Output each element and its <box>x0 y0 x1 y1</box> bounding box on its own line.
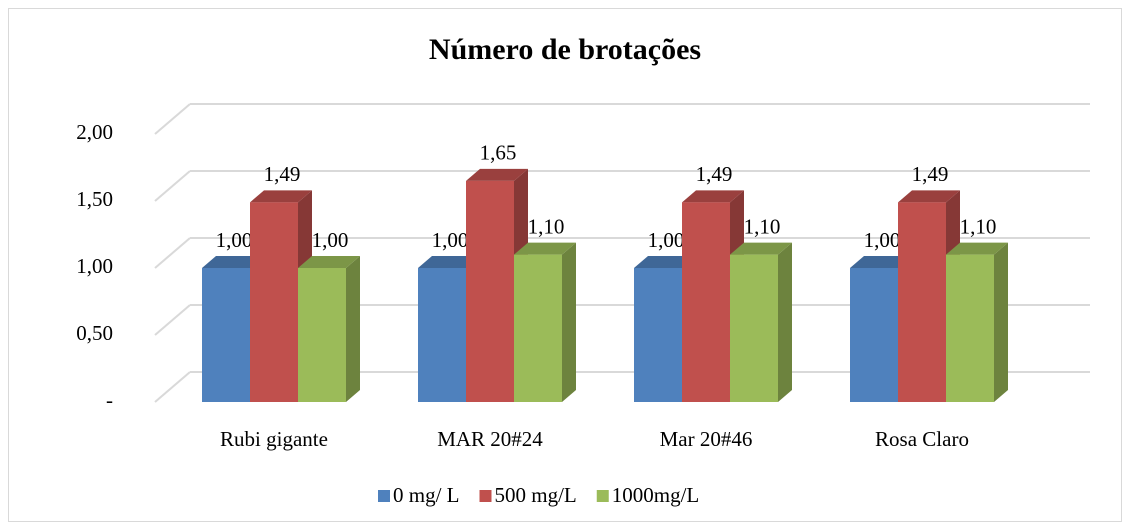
bar-side <box>994 242 1008 402</box>
grid-line-floor <box>154 170 191 202</box>
legend-swatch <box>596 490 609 502</box>
bar-side <box>562 242 576 402</box>
bar <box>850 268 898 402</box>
bar-top <box>682 190 744 203</box>
y-tick-label: 0,50 <box>76 321 113 345</box>
bar-top <box>730 242 792 255</box>
data-label: 1,10 <box>528 214 565 238</box>
bar-side <box>778 242 792 402</box>
bar <box>250 202 298 402</box>
bar-top <box>850 256 912 268</box>
data-label: 1,00 <box>648 228 685 252</box>
bar-top <box>250 190 312 203</box>
x-tick-label: Mar 20#46 <box>660 427 753 451</box>
bar-top <box>514 242 576 255</box>
x-tick-label: MAR 20#24 <box>437 427 543 451</box>
legend-label: 1000mg/L <box>612 483 700 507</box>
grid-line-floor <box>154 371 191 403</box>
bar <box>946 254 994 402</box>
bar <box>730 254 778 402</box>
bar-side <box>346 256 360 402</box>
legend-swatch <box>479 490 492 502</box>
x-tick-label: Rubi gigante <box>220 427 328 451</box>
data-label: 1,10 <box>960 214 997 238</box>
x-tick-label: Rosa Claro <box>875 427 969 451</box>
bar <box>898 202 946 402</box>
bar-top <box>898 190 960 203</box>
data-label: 1,49 <box>912 162 949 186</box>
bar <box>634 268 682 402</box>
data-label: 1,10 <box>744 214 781 238</box>
bar <box>202 268 250 402</box>
bar-top <box>466 168 528 181</box>
data-label: 1,00 <box>216 228 253 252</box>
bar <box>466 180 514 402</box>
grid-line-floor <box>154 237 191 269</box>
bar-top <box>946 242 1008 255</box>
data-label: 1,49 <box>696 162 733 186</box>
data-label: 1,00 <box>312 228 349 252</box>
chart-title: Número de brotações <box>429 33 701 66</box>
bar <box>682 202 730 402</box>
data-label: 1,00 <box>432 228 469 252</box>
bar <box>514 254 562 402</box>
data-label: 1,49 <box>264 162 301 186</box>
grid-line-floor <box>154 304 191 336</box>
bar-top <box>202 256 264 268</box>
bar <box>298 268 346 402</box>
y-tick-label: - <box>106 388 113 412</box>
bar-top <box>634 256 696 268</box>
grid-line-floor <box>154 103 191 135</box>
bar-top <box>298 256 360 268</box>
y-tick-label: 1,00 <box>76 254 113 278</box>
legend-label: 500 mg/L <box>495 483 577 507</box>
bar <box>418 268 466 402</box>
data-label: 1,65 <box>480 141 517 165</box>
legend-label: 0 mg/ L <box>393 483 460 507</box>
data-label: 1,00 <box>864 228 901 252</box>
legend-swatch <box>378 490 390 502</box>
bar-top <box>418 256 480 268</box>
y-tick-label: 1,50 <box>76 187 113 211</box>
y-tick-label: 2,00 <box>76 120 113 144</box>
